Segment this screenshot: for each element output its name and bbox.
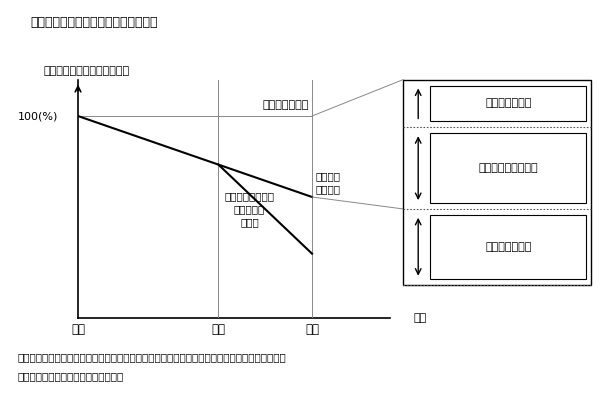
Text: 賃借人負担部分: 賃借人負担部分 (485, 242, 532, 252)
Text: 善管注意義務違反
故意・過失
その他: 善管注意義務違反 故意・過失 その他 (224, 191, 275, 227)
Text: 賃貸住宅の価値（建物価値）: 賃貸住宅の価値（建物価値） (44, 66, 130, 76)
Text: 図１　　判例、標準契約書等の考え方: 図１ 判例、標準契約書等の考え方 (30, 16, 157, 29)
Text: 賃貸人負担部分: 賃貸人負担部分 (485, 98, 532, 109)
Text: させるような修繕等: させるような修繕等 (18, 371, 124, 381)
Text: 100(%): 100(%) (17, 111, 58, 121)
Text: 時間: 時間 (413, 313, 427, 324)
Text: 経年変化
通常損耗: 経年変化 通常損耗 (315, 171, 340, 194)
Text: グレードアップ: グレードアップ (263, 100, 309, 110)
Text: ＊グレードアップ：退去時に古くなった設備等を最新のものに取り替える等の建物の価値を増大: ＊グレードアップ：退去時に古くなった設備等を最新のものに取り替える等の建物の価値… (18, 352, 287, 362)
Text: 賃料に含まれる部分: 賃料に含まれる部分 (478, 163, 538, 173)
